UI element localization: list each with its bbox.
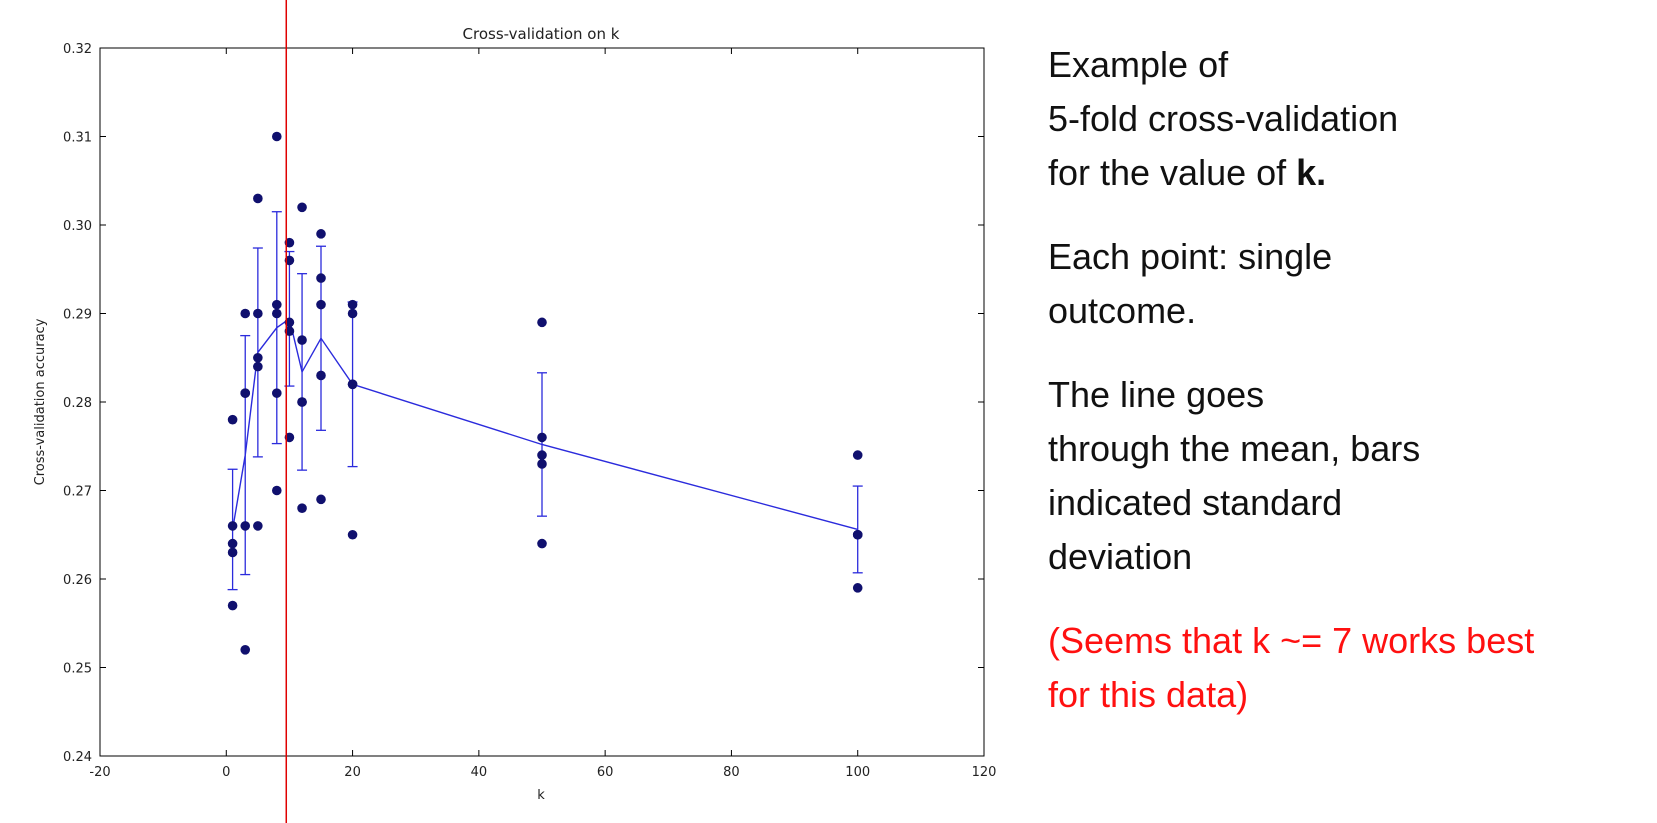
intro-line-3-bold: k. [1296, 152, 1327, 193]
x-tick-label: 0 [222, 765, 230, 780]
data-point [316, 494, 326, 505]
data-point [347, 379, 358, 390]
data-point [297, 335, 307, 345]
data-point [284, 326, 295, 337]
data-point [227, 547, 238, 558]
points-paragraph: Each point: single outcome. [1048, 230, 1648, 338]
y-tick-label: 0.32 [63, 42, 92, 57]
data-point [284, 237, 295, 248]
data-point [316, 273, 326, 283]
data-point [297, 202, 307, 213]
data-point [227, 538, 238, 549]
data-point [240, 308, 251, 319]
data-point [253, 193, 263, 204]
x-tick-label: 80 [723, 765, 740, 780]
line-line-2: through the mean, bars [1048, 428, 1421, 469]
cross-validation-chart: Cross-validation on k -20 0 20 40 60 80 100 120… [33, 0, 996, 823]
conclusion-line-1: (Seems that k ~= 7 works best [1048, 620, 1535, 661]
points-line-2: outcome. [1048, 290, 1197, 331]
data-point [240, 388, 251, 398]
data-point [537, 459, 547, 469]
data-point [272, 388, 282, 398]
data-point [852, 583, 863, 593]
data-point [316, 229, 326, 239]
line-paragraph: The line goes through the mean, bars ind… [1048, 368, 1648, 584]
y-tick-label: 0.28 [63, 396, 92, 411]
x-tick-label: 60 [597, 765, 614, 780]
data-point [284, 255, 295, 266]
y-tick-label: 0.31 [63, 131, 92, 146]
data-point [227, 414, 238, 425]
error-bars [227, 211, 863, 591]
y-tick-label: 0.25 [63, 662, 92, 677]
line-line-1: The line goes [1048, 374, 1265, 415]
data-point [297, 397, 307, 407]
x-tick-label: -20 [89, 765, 110, 780]
chart-title: Cross-validation on k [463, 25, 620, 43]
x-tick-label: 20 [344, 765, 361, 780]
data-point [240, 645, 251, 655]
data-point [253, 308, 263, 319]
conclusion-line-2: for this data) [1048, 674, 1249, 715]
line-line-4: deviation [1048, 536, 1193, 577]
data-point [284, 317, 295, 328]
data-point [240, 521, 251, 531]
data-point [347, 299, 358, 310]
data-point [284, 432, 295, 443]
data-point [272, 485, 282, 496]
data-point [272, 131, 282, 142]
data-point [316, 299, 326, 310]
intro-line-2: 5-fold cross-validation [1048, 98, 1399, 139]
y-axis-label: Cross-validation accuracy [33, 318, 48, 485]
data-point [347, 308, 358, 319]
x-axis-label: k [537, 788, 545, 803]
scatter-points [227, 131, 863, 655]
y-tick-label: 0.30 [63, 219, 92, 234]
axis-ticks: -20 0 20 40 60 80 100 120 0.24 0.25 0.26 0.27 0.28 0.… [63, 42, 996, 780]
data-point [537, 432, 547, 443]
data-point [227, 600, 238, 611]
x-tick-label: 100 [845, 765, 870, 780]
data-point [253, 361, 263, 372]
data-point [537, 450, 547, 460]
x-tick-label: 40 [471, 765, 488, 780]
x-tick-label: 120 [972, 765, 997, 780]
data-point [253, 352, 263, 363]
data-point [253, 521, 263, 531]
y-tick-label: 0.26 [63, 573, 92, 588]
explanation-text: Example of 5-fold cross-validation for t… [1048, 38, 1648, 752]
data-point [537, 538, 547, 549]
points-line-1: Each point: single [1048, 236, 1333, 277]
data-point [297, 503, 307, 513]
intro-paragraph: Example of 5-fold cross-validation for t… [1048, 38, 1648, 200]
data-point [852, 450, 863, 460]
intro-line-3-prefix: for the value of [1048, 152, 1297, 193]
data-point [272, 308, 282, 319]
y-tick-label: 0.27 [63, 485, 92, 500]
data-point [347, 529, 358, 540]
conclusion-paragraph: (Seems that k ~= 7 works best for this d… [1048, 614, 1648, 722]
data-point [272, 299, 282, 310]
line-line-3: indicated standard [1048, 482, 1343, 523]
intro-line-1: Example of [1048, 44, 1229, 85]
data-point [852, 529, 863, 540]
data-point [316, 370, 326, 381]
mean-line [231, 317, 858, 531]
data-point [537, 317, 547, 328]
y-tick-label: 0.24 [63, 750, 92, 765]
data-point [227, 521, 238, 531]
y-tick-label: 0.29 [63, 308, 92, 323]
intro-line-3: for the value of k. [1048, 146, 1648, 200]
